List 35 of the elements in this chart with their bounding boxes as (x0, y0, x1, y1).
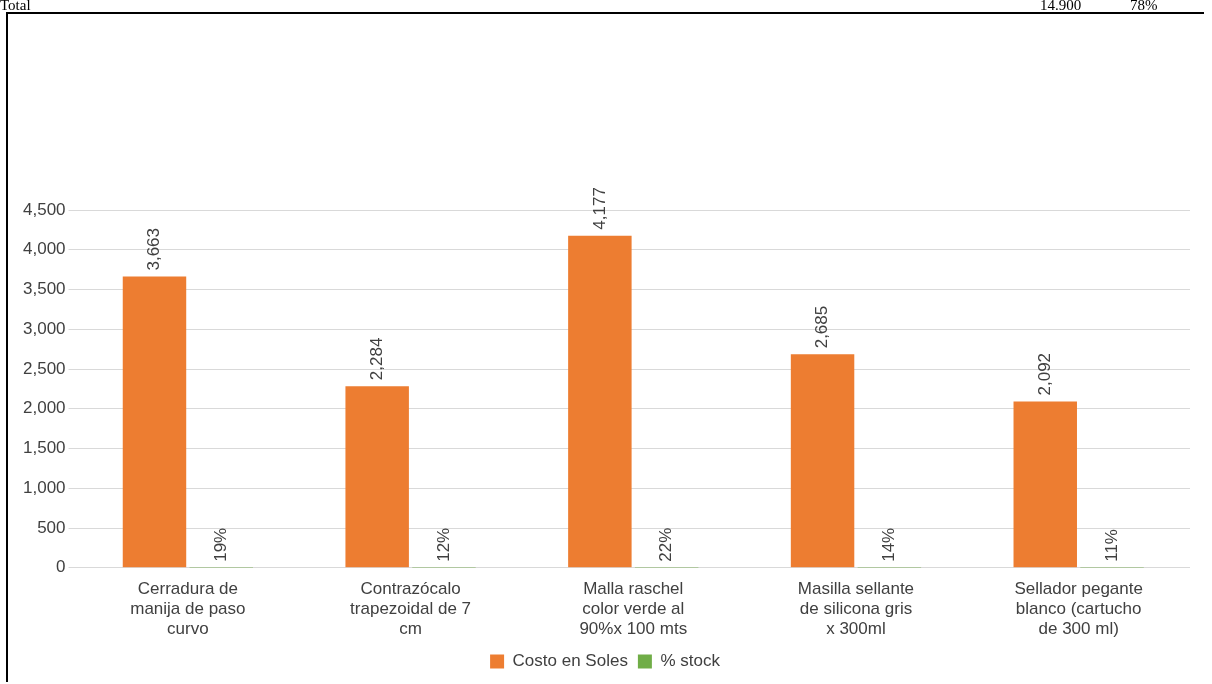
y-tick-label: 1,500 (22, 438, 66, 458)
bar (568, 235, 632, 568)
legend-label: Costo en Soles (512, 651, 628, 671)
data-label: 4,177 (589, 187, 609, 230)
text: Total (0, 0, 31, 14)
y-tick-label: 500 (37, 517, 66, 537)
y-tick-label: 3,000 (22, 318, 66, 338)
y-tick-label: 0 (56, 557, 66, 577)
text: 14.900 (1040, 0, 1082, 14)
x-tick-label: Sellador pegante blanco (cartucho de 300 ml) (1014, 578, 1143, 639)
data-label: 3,663 (144, 228, 164, 271)
y-tick-label: 4,000 (22, 239, 66, 259)
data-label: 14% (879, 527, 899, 562)
y-tick-label: 4,500 (22, 199, 66, 219)
data-label: 2,092 (1034, 352, 1054, 396)
x-tick-label: Malla raschel color verde al 90%x 100 mts (579, 578, 688, 639)
legend-label: % stock (660, 651, 721, 671)
bar (122, 276, 187, 568)
data-label: 12% (433, 527, 453, 562)
x-tick-label: Masilla sellante de silicona gris x 300ml (797, 578, 915, 639)
data-label: 11% (1101, 529, 1121, 562)
y-tick-label: 3,500 (22, 279, 66, 299)
x-tick-label: Contrazócalo trapezoidal de 7 cm (350, 578, 472, 639)
y-tick-label: 1,000 (22, 477, 66, 497)
bar (1013, 401, 1077, 568)
bar (790, 354, 855, 568)
text: 78% (1130, 0, 1158, 14)
bar (345, 386, 409, 568)
data-label: 2,685 (812, 305, 832, 349)
y-tick-label: 2,500 (22, 358, 66, 378)
data-label: 2,284 (366, 337, 386, 381)
data-label: 19% (210, 527, 230, 562)
x-tick-label: Cerradura de manija de paso curvo (130, 578, 246, 639)
data-label: 22% (656, 527, 676, 562)
y-tick-label: 2,000 (22, 398, 66, 418)
